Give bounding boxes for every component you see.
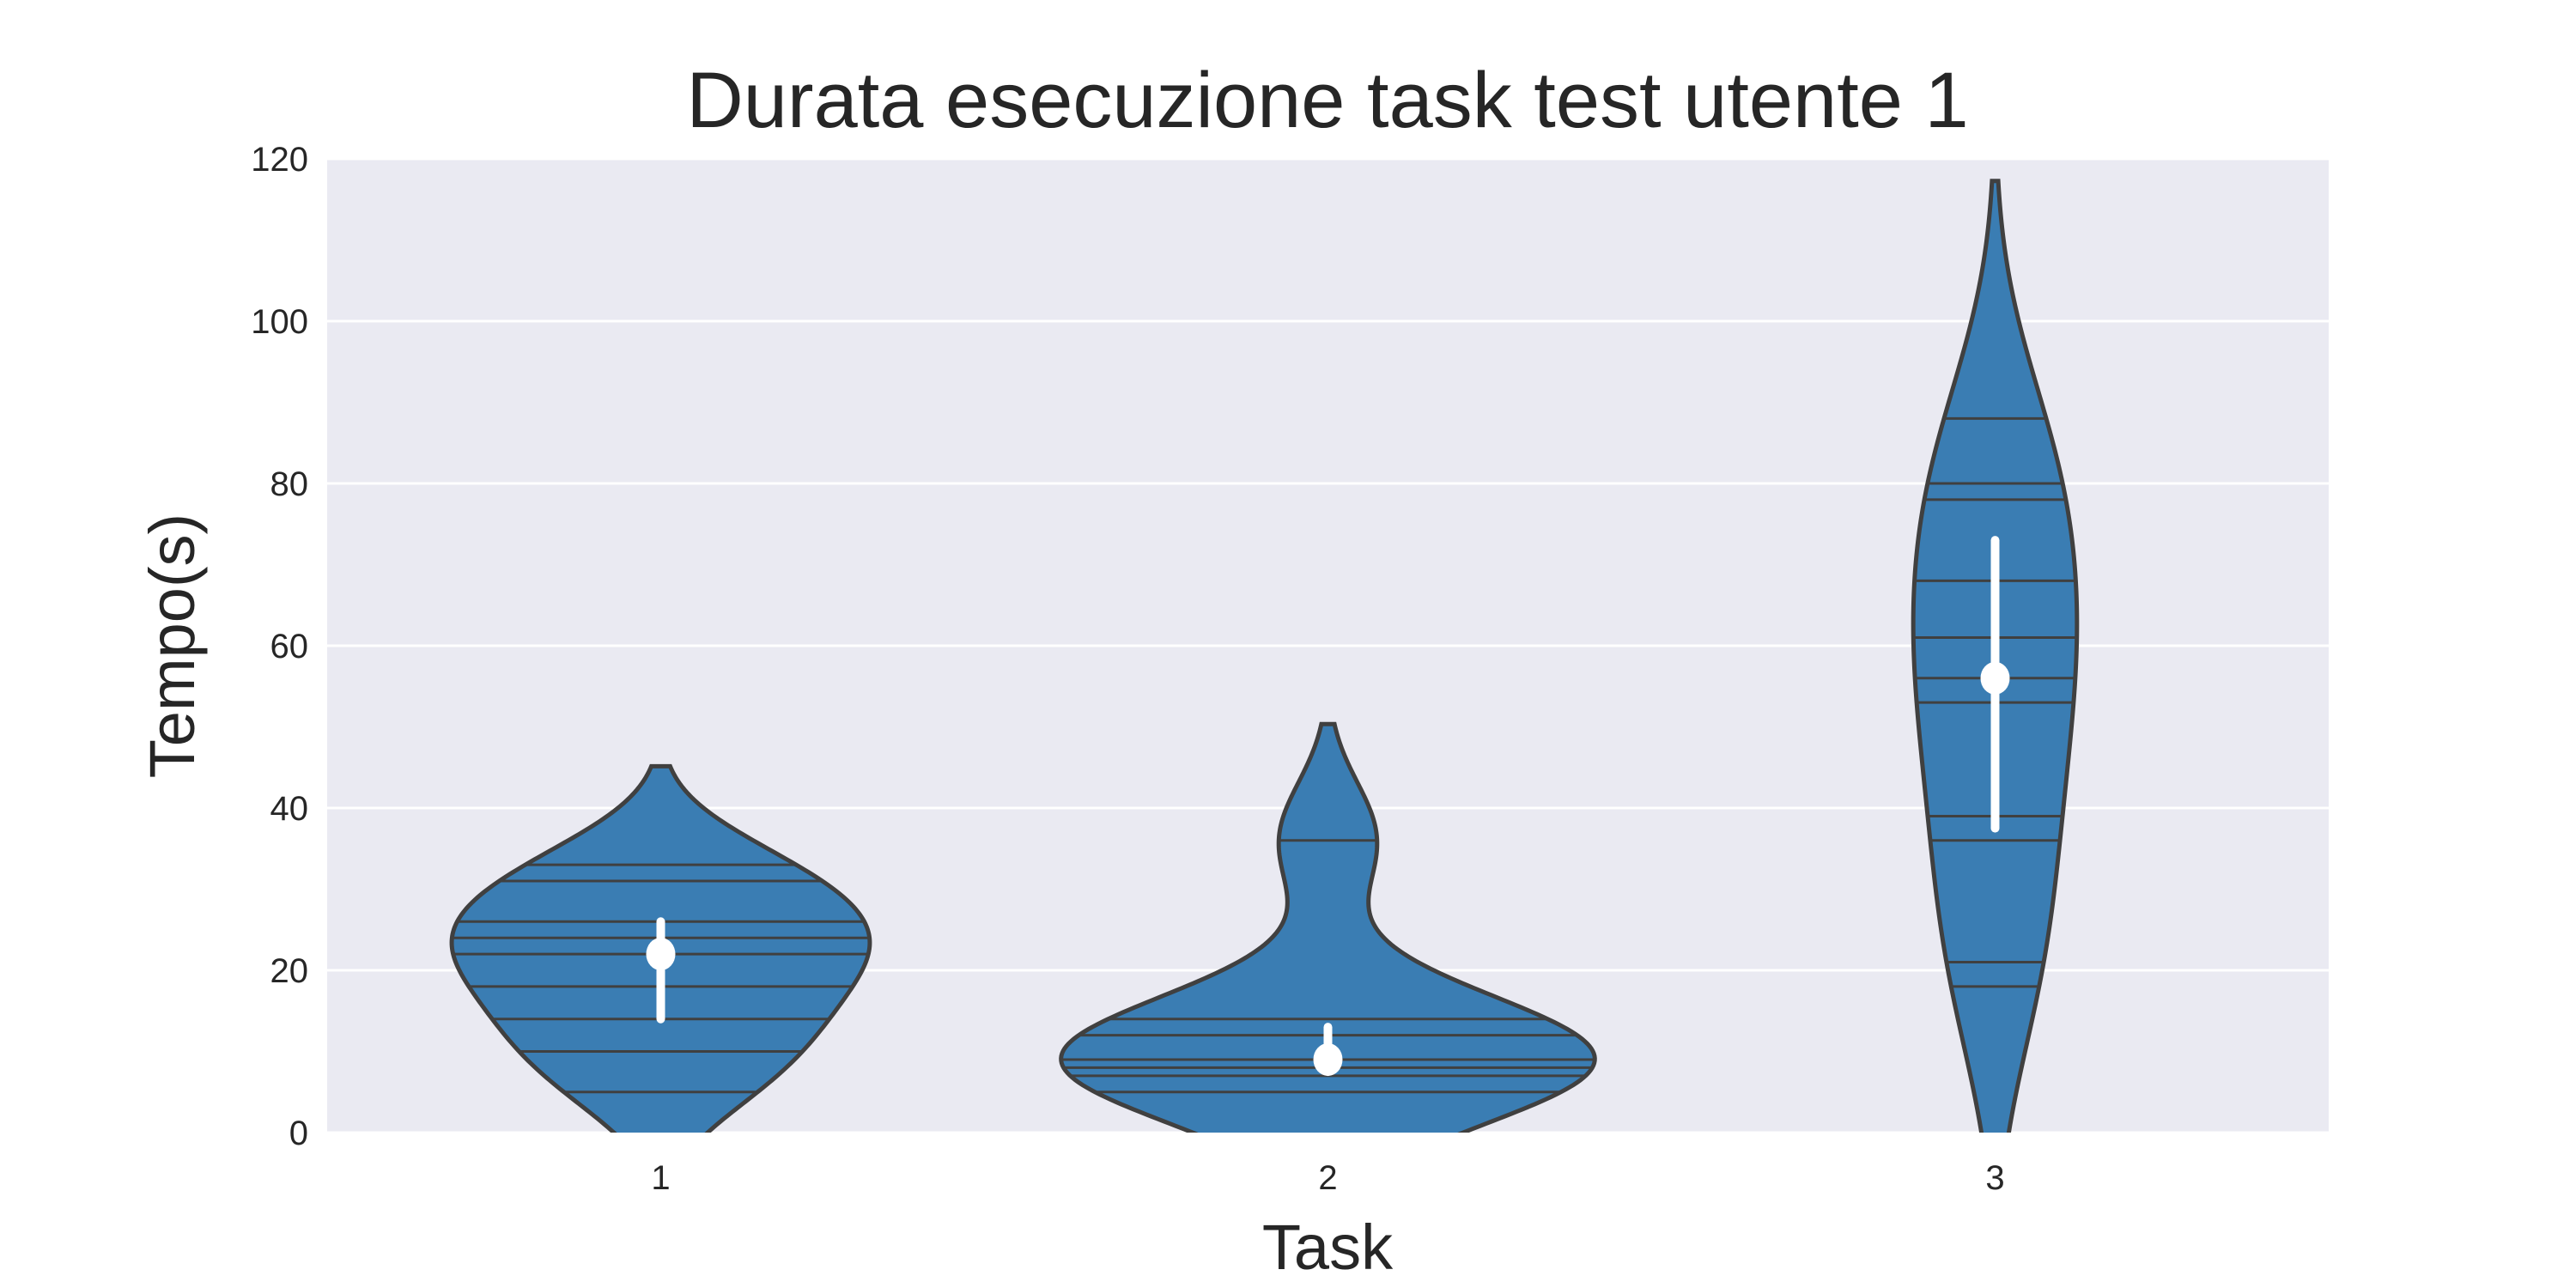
median-marker: [1313, 1042, 1343, 1076]
x-tick-label: 3: [1985, 1159, 2004, 1197]
violin-body: [1059, 721, 1597, 1133]
y-tick-label: 80: [270, 465, 309, 503]
y-tick-label: 40: [270, 790, 309, 828]
x-tick-label: 2: [1318, 1159, 1337, 1197]
chart-title: Durata esecuzione task test utente 1: [686, 57, 1968, 144]
y-tick-label: 120: [251, 141, 308, 179]
y-tick-label: 0: [289, 1115, 308, 1152]
x-tick-label: 1: [651, 1159, 670, 1197]
y-tick-label: 100: [251, 303, 308, 341]
median-marker: [1980, 661, 2010, 695]
y-tick-label: 20: [270, 952, 309, 990]
y-axis-label: Tempo(s): [137, 513, 208, 778]
y-tick-label: 60: [270, 628, 309, 665]
median-marker: [646, 938, 676, 971]
x-axis-label: Task: [1262, 1212, 1394, 1283]
